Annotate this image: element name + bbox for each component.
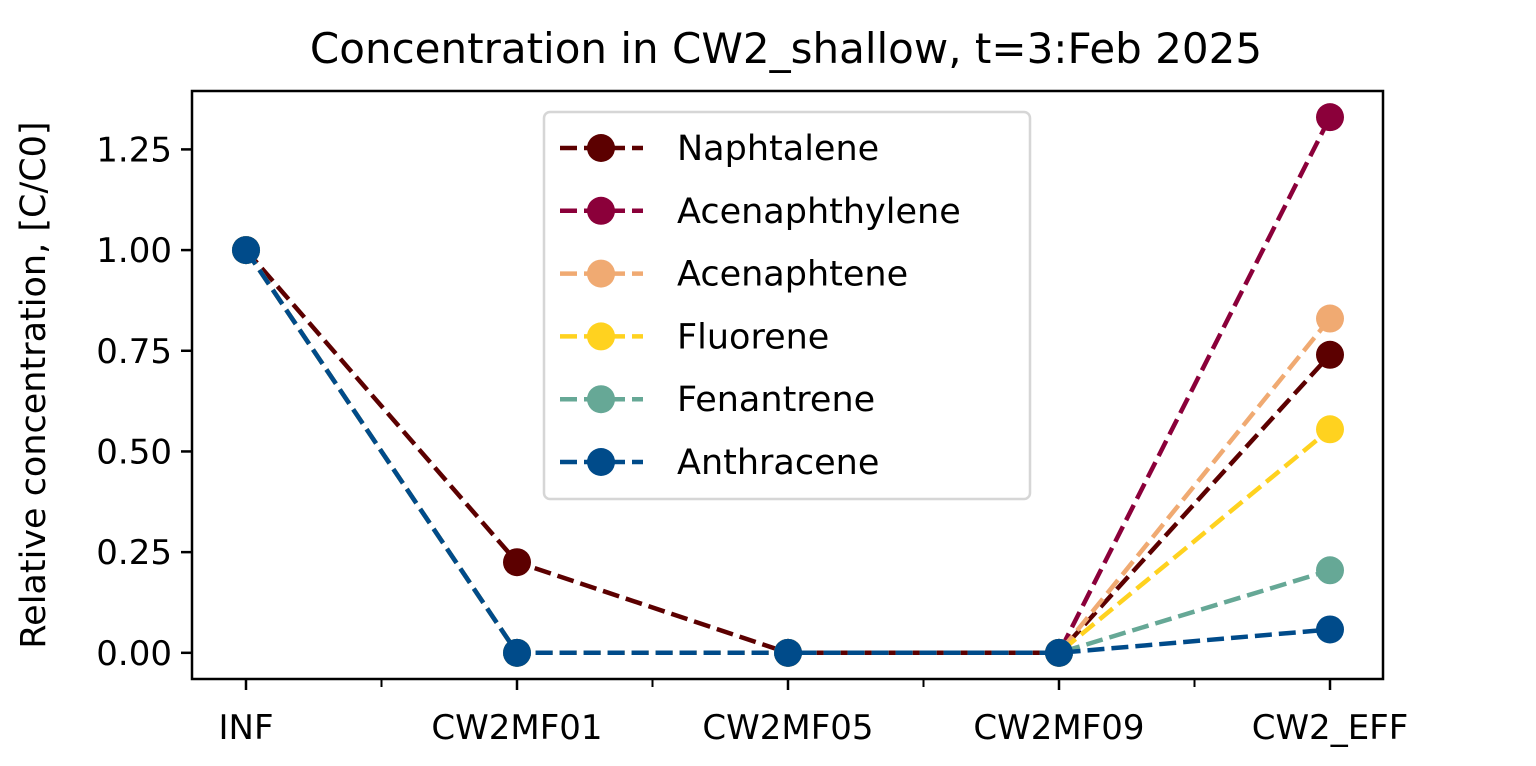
legend-marker xyxy=(587,259,615,288)
y-tick-label: 0.00 xyxy=(96,634,172,674)
data-point xyxy=(1316,304,1344,333)
y-tick-label: 1.25 xyxy=(96,130,172,170)
y-tick-label: 0.75 xyxy=(96,332,172,372)
data-point xyxy=(1316,340,1344,369)
data-point xyxy=(1316,615,1344,644)
legend-label: Fenantrene xyxy=(677,380,875,420)
legend-label: Acenaphtene xyxy=(677,255,908,295)
series-anthracene xyxy=(232,236,1344,667)
legend: Naphtalene Acenaphthylene Acenaphtene Fluor… xyxy=(542,110,1032,501)
chart-title: Concentration in CW2_shallow, t=3:Feb 20… xyxy=(310,24,1262,73)
plot-area: 0.00 0.25 0.50 0.75 1.00 1.25 INF CW2MF01 CW2MF0… xyxy=(96,89,1409,748)
data-point xyxy=(1316,415,1344,444)
data-point xyxy=(1316,103,1344,132)
legend-marker xyxy=(587,196,615,225)
data-point xyxy=(1045,638,1073,667)
y-tick-label: 1.00 xyxy=(96,231,172,271)
legend-item: Naphtalene xyxy=(560,129,879,169)
legend-marker xyxy=(587,385,615,414)
data-point xyxy=(774,638,802,667)
legend-item: Fenantrene xyxy=(560,380,875,420)
legend-label: Naphtalene xyxy=(677,129,879,169)
x-tick-label: INF xyxy=(218,708,273,748)
legend-label: Fluorene xyxy=(677,317,829,357)
y-tick-label: 0.50 xyxy=(96,432,172,472)
legend-item: Anthracene xyxy=(560,443,879,483)
data-point xyxy=(1316,556,1344,585)
legend-item: Fluorene xyxy=(560,317,829,357)
x-tick-label: CW2MF09 xyxy=(973,708,1144,748)
data-point xyxy=(503,548,531,577)
x-tick-label: CW2MF05 xyxy=(702,708,873,748)
legend-marker xyxy=(587,134,615,162)
x-tick-label: CW2_EFF xyxy=(1252,708,1409,748)
axes: 0.00 0.25 0.50 0.75 1.00 1.25 INF CW2MF01 CW2MF0… xyxy=(96,89,1409,748)
data-point xyxy=(503,638,531,667)
legend-item: Acenaphthylene xyxy=(560,192,961,232)
series-group xyxy=(232,103,1344,667)
y-axis-label: Relative concentration, [C/C0] xyxy=(14,121,54,648)
legend-label: Acenaphthylene xyxy=(677,192,961,232)
legend-label: Anthracene xyxy=(677,443,879,483)
legend-marker xyxy=(587,448,615,476)
legend-marker xyxy=(587,322,615,351)
legend-item: Acenaphtene xyxy=(560,255,908,295)
y-tick-label: 0.25 xyxy=(96,533,172,573)
x-tick-label: CW2MF01 xyxy=(431,708,602,748)
data-point xyxy=(232,236,260,265)
legend-frame xyxy=(542,110,1032,501)
